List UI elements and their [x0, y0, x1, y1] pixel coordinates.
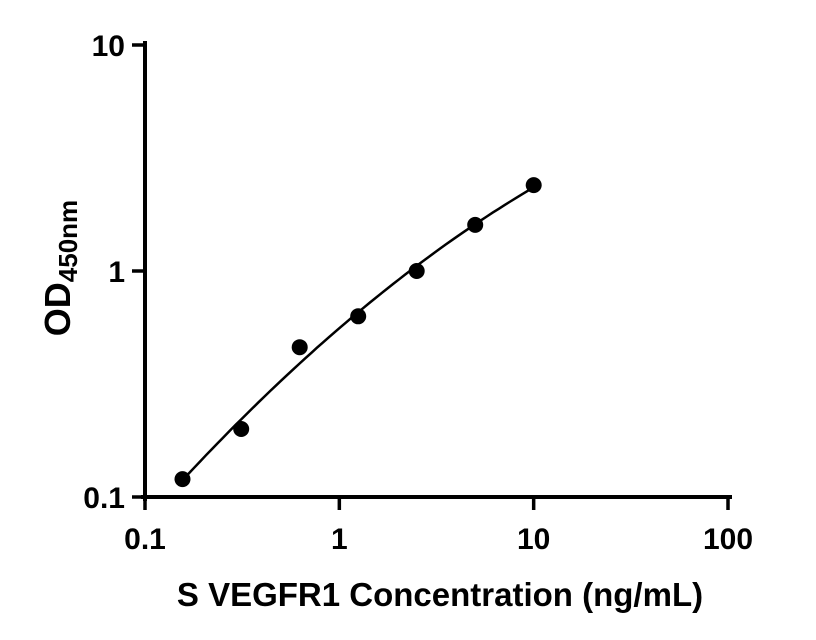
y-tick-label: 0.1	[83, 482, 125, 515]
data-point	[525, 177, 542, 194]
y-axis-title-sub: 450nm	[53, 200, 83, 282]
data-point	[350, 308, 367, 325]
x-tick-label: 1	[331, 523, 348, 556]
fit-curve	[181, 186, 535, 482]
y-axis-title-main: OD	[37, 282, 78, 336]
x-tick-label: 0.1	[124, 523, 166, 556]
y-axis-title: OD450nm	[37, 200, 83, 336]
data-point	[174, 471, 191, 488]
data-point	[408, 263, 425, 279]
y-tick-label: 10	[92, 30, 125, 63]
data-point	[233, 421, 250, 437]
data-point	[467, 216, 484, 233]
x-axis-title: S VEGFR1 Concentration (ng/mL)	[177, 576, 703, 613]
y-tick-label: 1	[108, 256, 125, 289]
tick-labels: 0.1 1 10 100 0.1 1 10	[83, 30, 753, 556]
data-points	[174, 177, 542, 488]
x-tick-label: 100	[703, 523, 753, 556]
x-tick-label: 10	[517, 523, 550, 556]
data-point	[291, 339, 308, 356]
